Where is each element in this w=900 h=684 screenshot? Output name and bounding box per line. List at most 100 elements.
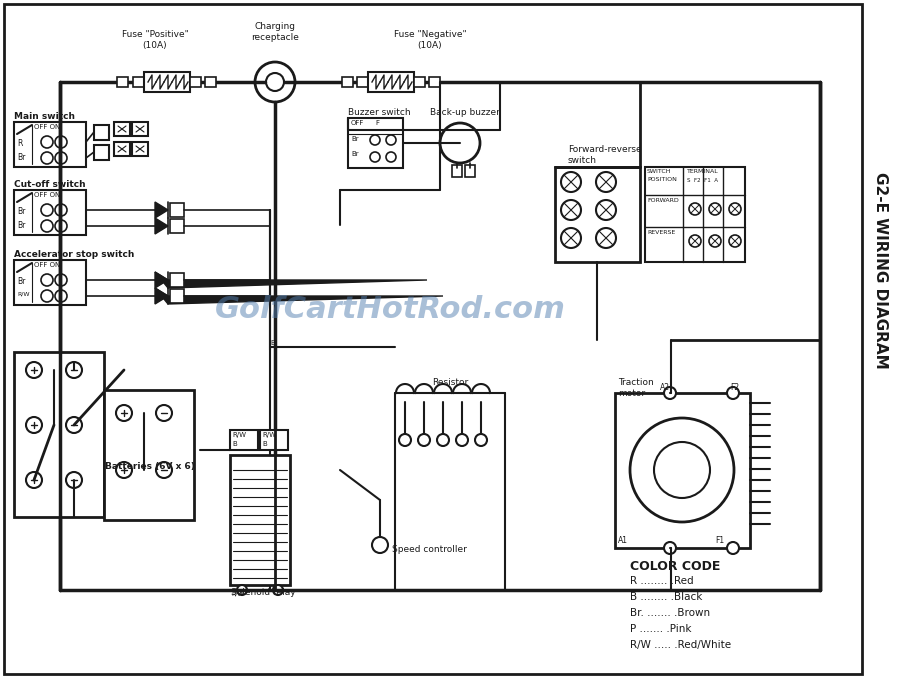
Circle shape [266, 73, 284, 91]
Circle shape [41, 136, 53, 148]
Bar [190, 77, 201, 87]
Bar [133, 77, 144, 87]
Text: Br: Br [17, 221, 25, 230]
Circle shape [370, 135, 380, 145]
Text: FORWARD: FORWARD [647, 198, 679, 203]
Text: F: F [375, 120, 379, 126]
Bar [94, 145, 109, 160]
Bar [465, 165, 475, 177]
Polygon shape [155, 272, 427, 288]
Bar [170, 273, 184, 287]
Circle shape [255, 62, 295, 102]
Circle shape [156, 405, 172, 421]
Circle shape [729, 203, 741, 215]
Bar [342, 77, 353, 87]
Bar [414, 77, 425, 87]
Polygon shape [155, 202, 168, 218]
Circle shape [596, 200, 616, 220]
Text: Speed controller: Speed controller [392, 544, 467, 553]
Circle shape [596, 172, 616, 192]
Circle shape [372, 537, 388, 553]
Text: Br: Br [17, 277, 25, 286]
Bar [132, 122, 148, 136]
Text: R/W ..... .Red/White: R/W ..... .Red/White [630, 640, 731, 650]
Circle shape [41, 290, 53, 302]
Text: R ........ .Red: R ........ .Red [630, 576, 694, 586]
Text: Fuse "Negative": Fuse "Negative" [393, 30, 466, 39]
Text: F2: F2 [730, 383, 739, 392]
Bar [170, 203, 184, 217]
Text: Br: Br [351, 151, 358, 157]
Circle shape [26, 417, 42, 433]
Circle shape [456, 434, 468, 446]
Text: Fuse "Positive": Fuse "Positive" [122, 30, 188, 39]
Text: B: B [262, 441, 266, 447]
Circle shape [41, 204, 53, 216]
Bar [260, 430, 288, 450]
Circle shape [41, 274, 53, 286]
Circle shape [116, 405, 132, 421]
Bar [14, 190, 86, 235]
Circle shape [66, 417, 82, 433]
Bar [114, 122, 130, 136]
Text: Batteries (6V x 6): Batteries (6V x 6) [105, 462, 195, 471]
Circle shape [475, 434, 487, 446]
Circle shape [630, 418, 734, 522]
Text: Br: Br [17, 207, 25, 216]
Circle shape [596, 228, 616, 248]
Circle shape [689, 203, 701, 215]
Bar [170, 289, 184, 303]
Bar [357, 77, 368, 87]
Polygon shape [155, 288, 443, 304]
Circle shape [727, 542, 739, 554]
Bar [114, 142, 130, 156]
Circle shape [440, 123, 480, 163]
Polygon shape [155, 288, 168, 304]
Circle shape [66, 362, 82, 378]
Text: B: B [232, 441, 237, 447]
Text: Forward-reverse: Forward-reverse [568, 145, 642, 154]
Circle shape [729, 235, 741, 247]
Circle shape [689, 235, 701, 247]
Circle shape [386, 135, 396, 145]
Bar [144, 72, 190, 92]
Text: R/W: R/W [231, 592, 244, 597]
Circle shape [55, 152, 67, 164]
Text: Main switch: Main switch [14, 112, 75, 121]
Circle shape [55, 136, 67, 148]
Text: OFF: OFF [351, 120, 364, 126]
Text: receptacle: receptacle [251, 33, 299, 42]
Bar [230, 430, 258, 450]
Bar [429, 77, 440, 87]
Text: A2: A2 [660, 383, 670, 392]
Text: Solenoid relay: Solenoid relay [230, 588, 295, 597]
Bar [117, 77, 128, 87]
Bar [230, 455, 290, 585]
Text: Traction: Traction [618, 378, 653, 387]
Circle shape [418, 434, 430, 446]
Text: R/W: R/W [262, 432, 276, 438]
Text: Buzzer switch: Buzzer switch [348, 108, 410, 117]
Text: R/W: R/W [17, 291, 30, 296]
Circle shape [664, 542, 676, 554]
Bar [205, 77, 216, 87]
Text: switch: switch [568, 156, 597, 165]
Text: motor: motor [618, 389, 645, 398]
Circle shape [654, 442, 710, 498]
Text: GolfCartHotRod.com: GolfCartHotRod.com [214, 295, 565, 324]
Text: A1: A1 [618, 536, 628, 545]
Circle shape [727, 387, 739, 399]
Circle shape [55, 204, 67, 216]
Circle shape [26, 472, 42, 488]
Text: R: R [17, 139, 22, 148]
Circle shape [709, 203, 721, 215]
Bar [645, 167, 745, 262]
Text: Resistor: Resistor [432, 378, 468, 387]
Text: OFF ON: OFF ON [34, 192, 60, 198]
Text: (10A): (10A) [418, 41, 442, 50]
Bar [170, 219, 184, 233]
Bar [132, 142, 148, 156]
Text: G2-E WIRING DIAGRAM: G2-E WIRING DIAGRAM [872, 172, 887, 369]
Circle shape [26, 362, 42, 378]
Polygon shape [155, 272, 168, 288]
